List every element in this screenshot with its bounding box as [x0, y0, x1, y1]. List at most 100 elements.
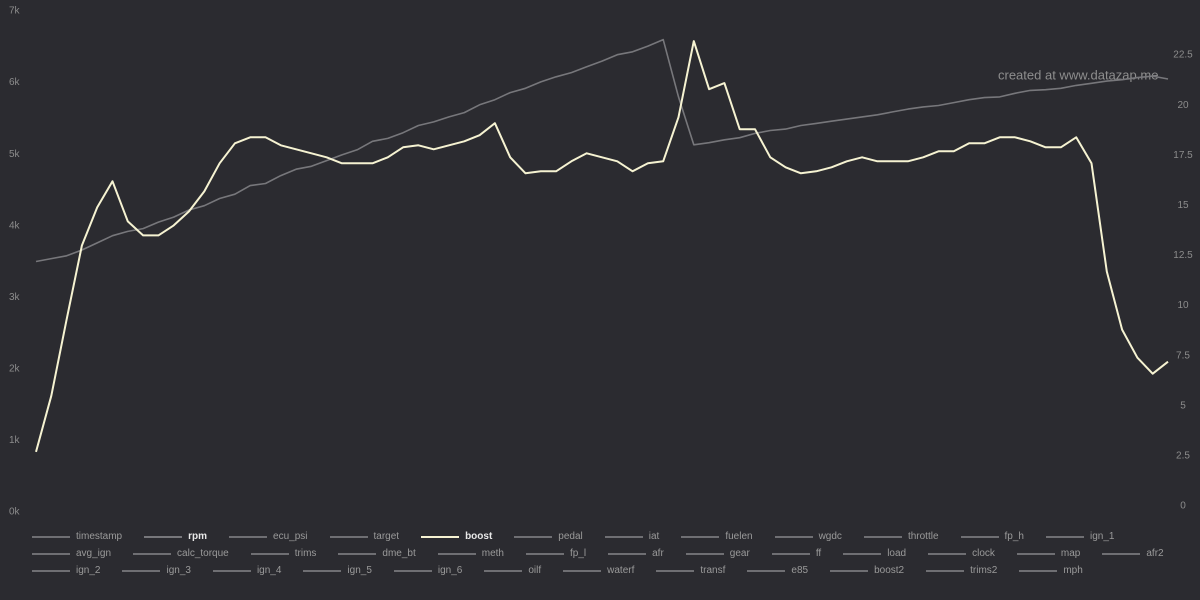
legend-item[interactable]: wgdc — [774, 528, 842, 545]
legend-swatch — [774, 535, 813, 538]
legend-item[interactable]: meth — [437, 545, 504, 562]
legend-swatch — [863, 535, 902, 538]
y-tick-label: 6k — [9, 77, 21, 88]
series-line — [35, 40, 1169, 453]
legend-swatch — [133, 552, 172, 555]
legend-item[interactable]: pedal — [514, 528, 583, 545]
legend-label: mph — [1063, 565, 1083, 576]
legend-item[interactable]: boost2 — [830, 562, 904, 579]
legend-swatch — [747, 569, 786, 572]
legend-label: ecu_psi — [273, 531, 308, 542]
y2-tick-label: 7.5 — [1176, 350, 1190, 361]
legend-label: waterf — [607, 565, 635, 576]
legend-swatch — [604, 535, 643, 538]
legend-label: gear — [729, 548, 750, 559]
legend-swatch — [144, 535, 183, 538]
legend-label: clock — [972, 548, 995, 559]
legend-item[interactable]: ign_3 — [122, 562, 191, 579]
legend-item[interactable]: boost — [421, 528, 492, 545]
legend-swatch — [229, 535, 268, 538]
legend-label: ign_3 — [166, 565, 191, 576]
watermark: created at www.datazap.me — [998, 67, 1158, 82]
legend-item[interactable]: calc_torque — [133, 545, 229, 562]
legend-swatch — [122, 569, 161, 572]
legend-label: ign_5 — [347, 565, 372, 576]
legend-swatch — [526, 552, 564, 555]
legend-swatch — [32, 552, 70, 555]
legend-swatch — [681, 535, 720, 538]
legend-item[interactable]: ign_6 — [393, 562, 463, 579]
y2-tick-label: 5 — [1180, 400, 1186, 411]
legend-swatch — [563, 569, 602, 572]
legend-swatch — [843, 552, 882, 555]
y-tick-label: 2k — [9, 363, 21, 374]
legend-swatch — [338, 552, 377, 555]
legend-label: iat — [648, 531, 660, 542]
legend-label: wgdc — [818, 531, 842, 542]
legend-swatch — [771, 552, 810, 555]
legend: timestamp rpm ecu_psi target boost pedal iat fu… — [32, 528, 1192, 579]
legend-item[interactable]: throttle — [863, 528, 939, 545]
legend-item[interactable]: ign_5 — [303, 562, 372, 579]
y2-tick-label: 12.5 — [1173, 250, 1193, 261]
legend-label: dme_bt — [382, 548, 416, 559]
legend-item[interactable]: ign_4 — [212, 562, 282, 579]
legend-label: boost2 — [874, 565, 905, 576]
legend-item[interactable]: trims — [250, 545, 317, 562]
legend-item[interactable]: target — [329, 528, 399, 545]
legend-swatch — [1019, 569, 1058, 572]
legend-item[interactable]: oilf — [484, 562, 541, 579]
legend-label: ign_4 — [256, 565, 282, 576]
legend-swatch — [437, 552, 476, 555]
legend-item[interactable]: ign_1 — [1045, 528, 1115, 545]
legend-label: pedal — [558, 531, 583, 542]
legend-label: ign_1 — [1089, 531, 1115, 542]
legend-label: timestamp — [76, 531, 123, 542]
legend-item[interactable]: rpm — [144, 528, 207, 545]
legend-swatch — [303, 569, 342, 572]
legend-item[interactable]: ecu_psi — [229, 528, 308, 545]
legend-label: e85 — [791, 565, 809, 576]
legend-item[interactable]: fp_l — [526, 545, 586, 562]
legend-label: trims — [294, 548, 317, 559]
legend-label: calc_torque — [177, 548, 229, 559]
y-tick-label: 0k — [9, 507, 21, 518]
legend-item[interactable]: avg_ign — [32, 545, 111, 562]
legend-item[interactable]: timestamp — [32, 528, 122, 545]
legend-label: oilf — [528, 565, 542, 576]
legend-swatch — [960, 535, 999, 538]
legend-item[interactable]: ign_2 — [32, 562, 100, 579]
legend-swatch — [608, 552, 647, 555]
legend-item[interactable]: afr2 — [1102, 545, 1164, 562]
legend-label: rpm — [188, 531, 208, 542]
legend-item[interactable]: ff — [771, 545, 821, 562]
legend-item[interactable]: e85 — [747, 562, 808, 579]
legend-label: fp_h — [1004, 531, 1024, 542]
legend-item[interactable]: afr — [608, 545, 664, 562]
y2-tick-label: 10 — [1177, 300, 1189, 311]
legend-item[interactable]: transf — [656, 562, 725, 579]
legend-swatch — [212, 569, 251, 572]
legend-item[interactable]: gear — [685, 545, 750, 562]
legend-label: afr — [652, 548, 664, 559]
legend-item[interactable]: mph — [1019, 562, 1083, 579]
legend-label: boost — [465, 531, 493, 542]
legend-item[interactable]: fuelen — [681, 528, 753, 545]
legend-item[interactable]: trims2 — [926, 562, 997, 579]
series-line — [35, 38, 1169, 263]
legend-label: ign_6 — [437, 565, 463, 576]
legend-label: fuelen — [725, 531, 753, 542]
legend-item[interactable]: clock — [928, 545, 995, 562]
legend-item[interactable]: map — [1016, 545, 1080, 562]
legend-item[interactable]: iat — [604, 528, 660, 545]
legend-item[interactable]: load — [843, 545, 906, 562]
legend-swatch — [656, 569, 695, 572]
y2-tick-label: 2.5 — [1176, 451, 1190, 462]
legend-item[interactable]: dme_bt — [338, 545, 416, 562]
legend-label: avg_ign — [76, 548, 112, 559]
legend-swatch — [32, 535, 70, 538]
legend-item[interactable]: waterf — [563, 562, 634, 579]
legend-swatch — [1102, 552, 1141, 555]
legend-item[interactable]: fp_h — [960, 528, 1024, 545]
